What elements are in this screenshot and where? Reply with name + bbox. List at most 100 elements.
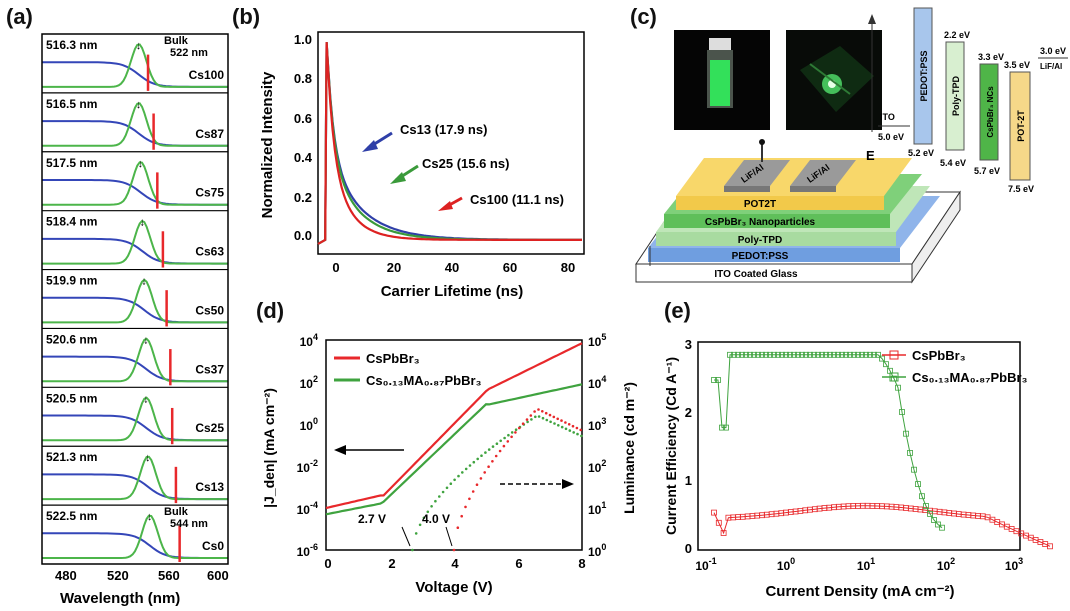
svg-text:100: 100	[588, 542, 606, 559]
luminance-point	[464, 505, 467, 509]
xtick: 0	[324, 556, 331, 571]
luminance-point	[544, 411, 548, 415]
down-arrow-icon: ↓	[138, 158, 144, 170]
efficiency-point	[927, 510, 933, 517]
panel-e-xticks: 10-1 100 101 102 103	[695, 556, 1023, 573]
panel-e-ylabel: Current Efficiency (Cd A⁻¹)	[663, 357, 679, 535]
svg-text:102: 102	[937, 556, 955, 573]
luminance-point	[480, 454, 483, 458]
svg-text:104: 104	[588, 374, 606, 391]
svg-text:102: 102	[300, 374, 318, 391]
luminance-point	[537, 408, 540, 411]
sample-label: Cs87	[195, 127, 224, 141]
peak-label: 518.4 nm	[46, 215, 97, 229]
svg-text:10-2: 10-2	[297, 458, 318, 475]
svg-text:10-1: 10-1	[695, 556, 716, 573]
efficiency-point	[720, 530, 727, 536]
sample-label: Cs50	[195, 303, 224, 317]
layer-ito: ITO Coated Glass	[714, 269, 798, 280]
sample-label: Cs100	[189, 68, 225, 82]
decay-Cs100	[317, 42, 582, 245]
luminance-point	[533, 410, 536, 413]
luminance-point	[568, 429, 572, 432]
peak-label: 522.5 nm	[46, 509, 97, 523]
xtick: 560	[158, 568, 180, 583]
pl-Cs0	[42, 514, 228, 559]
efficiency-point	[911, 466, 917, 473]
peak-label: 516.3 nm	[46, 38, 97, 52]
luminance-point	[445, 486, 449, 490]
jv-curve	[325, 383, 583, 516]
luminance-point	[426, 510, 430, 514]
luminance-point	[499, 439, 503, 443]
down-arrow-icon: ↓	[143, 393, 149, 405]
legend-cspbbr3: CsPbBr₃	[912, 348, 966, 363]
efficiency-point	[883, 361, 889, 368]
decay-Cs25	[317, 42, 582, 245]
luminance-point	[534, 415, 537, 419]
luminance-point	[579, 428, 582, 432]
panel-a-xticks: 480 520 560 600	[55, 568, 229, 583]
panel-b-ylabel: Normalized Intensity	[259, 71, 276, 218]
luminance-point	[571, 424, 575, 428]
luminance-point	[548, 413, 552, 417]
sample-label: Cs63	[195, 245, 224, 259]
panel-d: (d) 0 2 4 6 8 104 102 100 10-2 10-4 10-6…	[256, 298, 637, 596]
luminance-point	[457, 474, 460, 478]
svg-text:104: 104	[300, 332, 318, 349]
xtick: 520	[107, 568, 129, 583]
luminance-point	[468, 464, 472, 467]
absorbance-Cs0	[42, 532, 228, 559]
luminance-point	[461, 471, 464, 474]
sample-label: Cs37	[195, 362, 224, 376]
peak-label: 517.5 nm	[46, 156, 97, 170]
lif-label: LiF/Al	[1040, 62, 1062, 71]
svg-text:101: 101	[857, 556, 875, 573]
efficiency-point	[1047, 543, 1053, 550]
luminance-point	[525, 418, 529, 421]
pl-Cs13	[42, 455, 228, 501]
polytpd-label: Poly-TPD	[951, 76, 961, 117]
polytpd-top: 2.2 eV	[944, 30, 970, 40]
luminance-point	[575, 426, 579, 430]
nc-bottom: 5.7 eV	[974, 166, 1000, 176]
luminance-point	[479, 477, 483, 480]
luminance-point	[487, 465, 490, 469]
sample-label: Cs75	[195, 186, 224, 200]
luminance-point	[564, 427, 568, 431]
pot-bottom: 7.5 eV	[1008, 184, 1034, 194]
luminance-point	[491, 445, 495, 448]
ytick: 0.2	[294, 190, 312, 205]
layer-polytpd: Poly-TPD	[738, 235, 782, 246]
luminance-point	[453, 478, 456, 482]
luminance-point	[572, 431, 575, 434]
xtick: 20	[387, 260, 401, 275]
panel-a-letter: (a)	[6, 4, 33, 29]
luminance-point	[438, 495, 441, 498]
luminance-point	[491, 460, 494, 463]
ytick: 0.8	[294, 71, 312, 86]
down-arrow-icon: ↓	[136, 40, 142, 52]
pedot-level: 5.2 eV	[908, 148, 934, 158]
luminance-point	[460, 514, 464, 518]
luminance-point	[537, 415, 541, 418]
nc-label: CsPbBr₃ NCs	[986, 86, 995, 138]
energy-diagram: ITO 5.0 eV PEDOT:PSS 5.2 eV 2.2 eV Poly-…	[868, 7, 1068, 194]
luminance-point	[449, 482, 453, 486]
panel-d-xlabel: Voltage (V)	[415, 579, 492, 596]
efficiency-point	[935, 521, 941, 528]
ytick: 1	[685, 473, 692, 488]
ito-level: 5.0 eV	[878, 132, 904, 142]
lif-level: 3.0 eV	[1040, 46, 1066, 56]
luminance-point	[510, 431, 514, 434]
luminance-point	[498, 449, 502, 453]
svg-text:103: 103	[588, 416, 606, 433]
luminance-point	[464, 467, 468, 471]
down-arrow-icon: ↓	[141, 276, 147, 288]
pot-top: 3.5 eV	[1004, 60, 1030, 70]
ytick: 1.0	[294, 32, 312, 47]
legend-csma: Cs₀.₁₃MA₀.₈₇PbBr₃	[366, 373, 482, 388]
nc-top: 3.3 eV	[978, 52, 1004, 62]
luminance-point	[476, 457, 480, 461]
luminance-point	[487, 448, 491, 451]
